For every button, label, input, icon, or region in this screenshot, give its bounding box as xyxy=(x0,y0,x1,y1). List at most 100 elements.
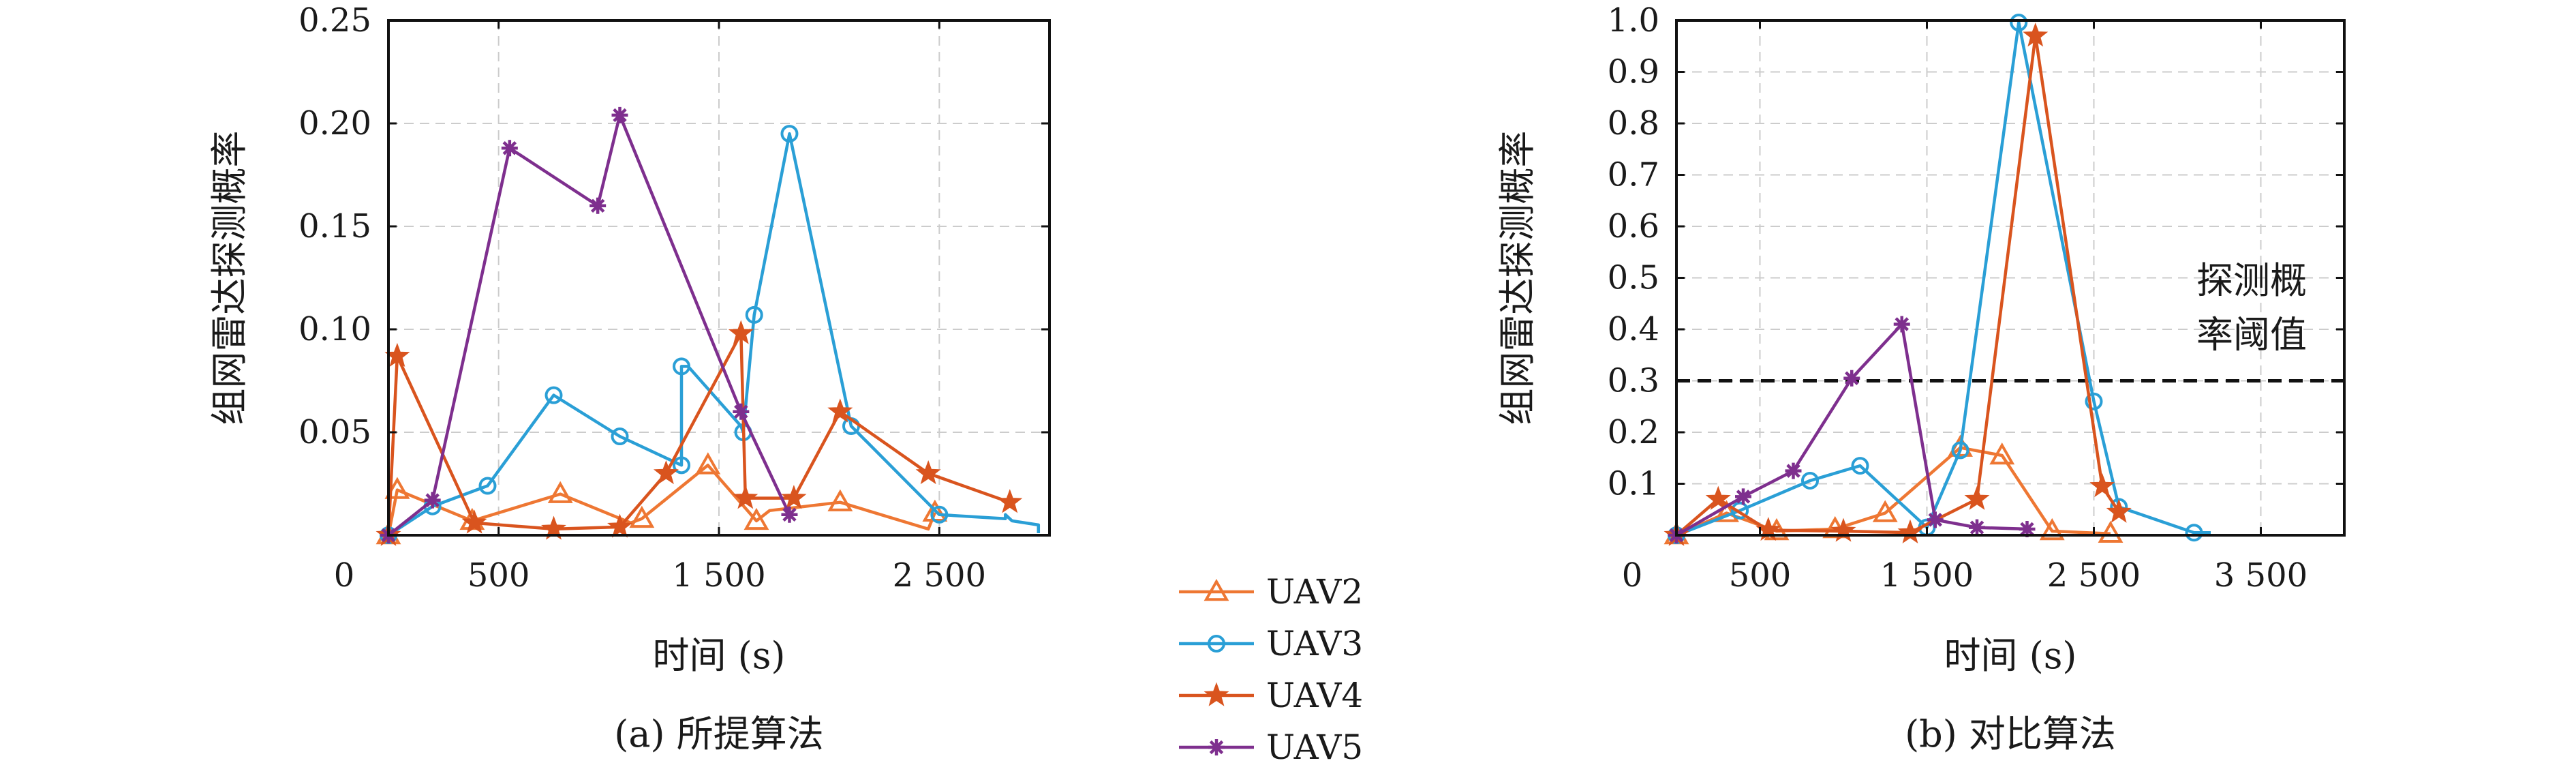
x-tick-label: 1 500 xyxy=(672,556,765,595)
data-point-uav5 xyxy=(1843,370,1860,387)
x-tick-label: 0 xyxy=(1622,556,1643,595)
data-point-uav5 xyxy=(733,403,750,420)
data-point-uav2 xyxy=(695,452,721,475)
x-tick-label: 0 xyxy=(334,556,355,595)
data-point-uav2 xyxy=(2039,518,2065,541)
y-tick-label: 0.10 xyxy=(298,310,371,348)
y-tick-label: 0.1 xyxy=(1608,465,1659,503)
data-point-uav2 xyxy=(1989,442,2015,465)
data-point-uav3 xyxy=(745,305,763,324)
data-point-uav5 xyxy=(1893,316,1910,333)
data-point-uav5 xyxy=(781,506,798,523)
data-point-uav3 xyxy=(545,386,563,404)
data-point-uav5 xyxy=(2019,520,2036,537)
legend-label: UAV4 xyxy=(1266,676,1363,715)
legend-item-uav2: UAV2 xyxy=(1179,572,1363,612)
data-point-uav5 xyxy=(1927,511,1944,528)
legend: UAV2 UAV3 UAV4 UAV5 xyxy=(1179,572,1363,765)
x-tick-label: 2 500 xyxy=(2047,556,2141,595)
data-point-uav3 xyxy=(780,125,799,143)
threshold-label-line2: 率阈值 xyxy=(2196,313,2307,356)
data-point-uav5 xyxy=(611,106,628,123)
legend-item-uav4: UAV4 xyxy=(1179,676,1363,715)
data-point-uav2 xyxy=(547,481,573,503)
series-uav2 xyxy=(1663,434,2123,545)
data-point-uav4 xyxy=(781,485,807,509)
data-point-uav4 xyxy=(2106,498,2132,523)
data-point-uav5 xyxy=(1735,488,1751,505)
data-point-uav2 xyxy=(1872,500,1898,522)
series-line-uav4 xyxy=(386,331,1011,536)
data-point-uav4 xyxy=(1964,485,1990,510)
data-point-uav4 xyxy=(733,485,758,509)
data-point-uav4 xyxy=(461,509,487,534)
data-point-uav3 xyxy=(673,357,691,376)
x-tick-label: 1 500 xyxy=(1880,556,1974,595)
data-point-uav4 xyxy=(1705,485,1731,510)
y-tick-label: 0.3 xyxy=(1608,362,1659,400)
data-point-uav4 xyxy=(653,460,679,485)
data-point-uav3 xyxy=(930,505,949,524)
legend-item-uav3: UAV3 xyxy=(1179,624,1363,663)
x-axis-title: 时间 (s) xyxy=(652,634,785,677)
legend-item-uav5: UAV5 xyxy=(1179,728,1363,765)
data-point-uav4 xyxy=(728,320,754,344)
data-point-uav4 xyxy=(915,460,941,485)
y-axis-title: 组网雷达探测概率 xyxy=(1496,131,1539,425)
data-point-uav2 xyxy=(629,505,655,528)
data-point-uav5 xyxy=(1969,519,1985,536)
series-line-uav3 xyxy=(387,132,1041,537)
y-tick-label: 1.0 xyxy=(1608,1,1659,40)
legend-marker xyxy=(1203,578,1229,601)
data-point-uav4 xyxy=(997,489,1023,513)
legend-label: UAV3 xyxy=(1266,624,1363,663)
series-line-uav4 xyxy=(1675,34,2121,537)
data-point-uav2 xyxy=(2098,520,2123,543)
data-point-uav3 xyxy=(673,456,691,475)
x-tick-label: 3 500 xyxy=(2214,556,2307,595)
x-tick-label: 500 xyxy=(467,556,530,595)
data-point-uav4 xyxy=(2023,22,2049,47)
data-point-uav4 xyxy=(1897,519,1923,543)
y-tick-label: 0.9 xyxy=(1608,53,1659,91)
data-point-uav3 xyxy=(2010,14,2028,32)
data-point-uav3 xyxy=(1951,441,1969,460)
data-point-uav5 xyxy=(424,492,441,509)
series-line-uav2 xyxy=(1676,446,2111,537)
data-point-uav5 xyxy=(589,197,607,214)
y-tick-label: 0.8 xyxy=(1608,104,1659,142)
data-point-uav3 xyxy=(1851,457,1869,475)
data-point-uav3 xyxy=(1731,501,1749,520)
y-tick-label: 0.5 xyxy=(1608,259,1659,297)
x-tick-label: 500 xyxy=(1729,556,1792,595)
data-point-uav3 xyxy=(2085,392,2103,410)
y-tick-label: 0.25 xyxy=(298,1,371,40)
data-point-uav4 xyxy=(827,398,853,423)
data-point-uav3 xyxy=(611,427,629,446)
x-tick-label: 2 500 xyxy=(893,556,986,595)
data-point-uav2 xyxy=(743,507,769,530)
data-point-uav4 xyxy=(2089,472,2115,497)
y-tick-label: 0.7 xyxy=(1608,156,1659,194)
series-uav4 xyxy=(375,320,1023,546)
y-tick-label: 0.4 xyxy=(1608,310,1659,348)
data-point-uav5 xyxy=(1785,462,1802,479)
threshold-label-line1: 探测概 xyxy=(2196,259,2307,302)
x-axis-title: 时间 (s) xyxy=(1944,634,2076,677)
legend-label: UAV2 xyxy=(1266,572,1363,612)
y-tick-label: 0.6 xyxy=(1608,207,1659,245)
y-axis-title: 组网雷达探测概率 xyxy=(208,131,251,425)
series-line-uav2 xyxy=(386,464,936,536)
data-point-uav3 xyxy=(478,477,497,495)
panel-caption: (b) 对比算法 xyxy=(1905,712,2116,755)
series-uav5 xyxy=(1668,316,2036,543)
series-uav4 xyxy=(1663,22,2132,546)
data-point-uav2 xyxy=(827,489,853,511)
y-tick-label: 0.05 xyxy=(298,413,371,451)
legend-label: UAV5 xyxy=(1266,728,1363,765)
data-point-uav3 xyxy=(1801,471,1819,490)
legend-marker xyxy=(1208,635,1225,652)
data-point-uav5 xyxy=(501,140,518,157)
